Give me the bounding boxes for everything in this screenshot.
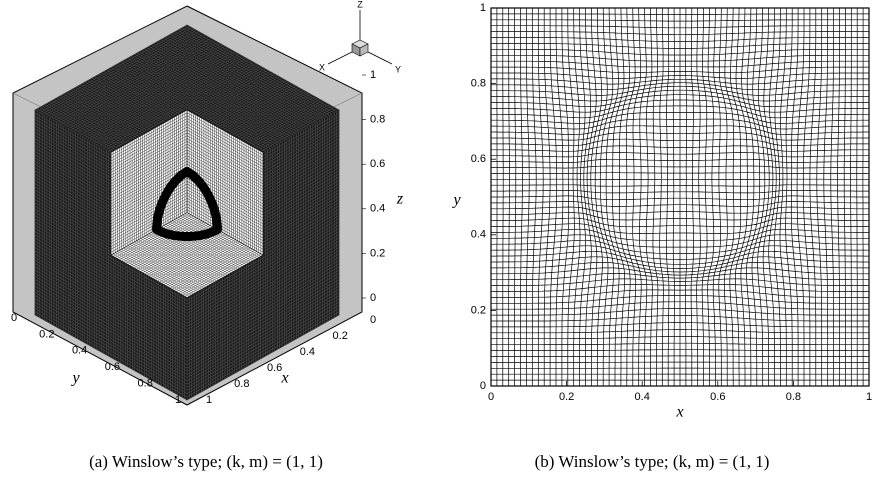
triad-label: Y [395, 64, 401, 74]
mesh-lines [34, 109, 188, 401]
z-tick-label: 0 [370, 292, 376, 304]
axis-label: y [451, 192, 461, 209]
plot-border [490, 7, 870, 387]
x-tick-label: 0.8 [786, 391, 801, 403]
y-tick-label: 0.4 [471, 229, 486, 241]
y-tick-label: 1 [480, 2, 486, 14]
axis-label: y [70, 370, 80, 387]
mesh-lines [186, 109, 340, 401]
z-tick-label: 0.2 [370, 247, 385, 259]
x-tick-label: 0.4 [635, 391, 650, 403]
refined-band [152, 225, 222, 241]
y-tick-label: 0.4 [72, 345, 87, 357]
mesh-3d [34, 24, 340, 401]
caption: (b) Winslow’s type; (k, m) = (1, 1) [535, 452, 770, 471]
mesh-lines [110, 109, 188, 256]
y-tick-label: 0.8 [471, 78, 486, 90]
y-tick-label: 0.8 [138, 378, 153, 390]
axis-label: z [396, 191, 404, 208]
refined-band [152, 167, 192, 234]
mesh-lines [34, 24, 340, 153]
triad-label: Z [357, 0, 363, 9]
x-tick-label: 1 [866, 391, 872, 403]
y-tick-label: 0.6 [105, 361, 120, 373]
x-tick-label: 0 [488, 391, 494, 403]
axis-label: x [280, 370, 288, 387]
z-tick-label: 1 [370, 69, 376, 81]
y-tick-label: 0 [11, 312, 17, 324]
x-tick-label: 0.4 [300, 346, 315, 358]
mesh-2d [490, 7, 870, 387]
x-tick-label: 0 [370, 314, 376, 326]
y-tick-label: 0.2 [39, 328, 54, 340]
axis-label: x [675, 404, 683, 421]
axis-triad: Z X Y [319, 0, 401, 74]
y-tick-label: 0 [480, 380, 486, 392]
caption: (a) Winslow’s type; (k, m) = (1, 1) [89, 452, 323, 471]
y-tick-label: 1 [175, 394, 181, 406]
x-tick-label: 0.2 [559, 391, 574, 403]
x-tick-label: 0.6 [710, 391, 725, 403]
x-tick-label: 1 [206, 394, 212, 406]
z-tick-label: 0.6 [370, 158, 385, 170]
triad-cube [359, 43, 369, 57]
y-tick-label: 0.6 [471, 153, 486, 165]
triad-label: X [319, 62, 325, 72]
refined-band [182, 167, 222, 234]
z-tick-label: 0.4 [370, 203, 385, 215]
x-tick-label: 0.8 [234, 378, 249, 390]
z-tick-label: 0.8 [370, 114, 385, 126]
x-tick-label: 0.2 [333, 330, 348, 342]
x-tick-label: 0.6 [267, 362, 282, 374]
y-tick-label: 0.2 [471, 304, 486, 316]
